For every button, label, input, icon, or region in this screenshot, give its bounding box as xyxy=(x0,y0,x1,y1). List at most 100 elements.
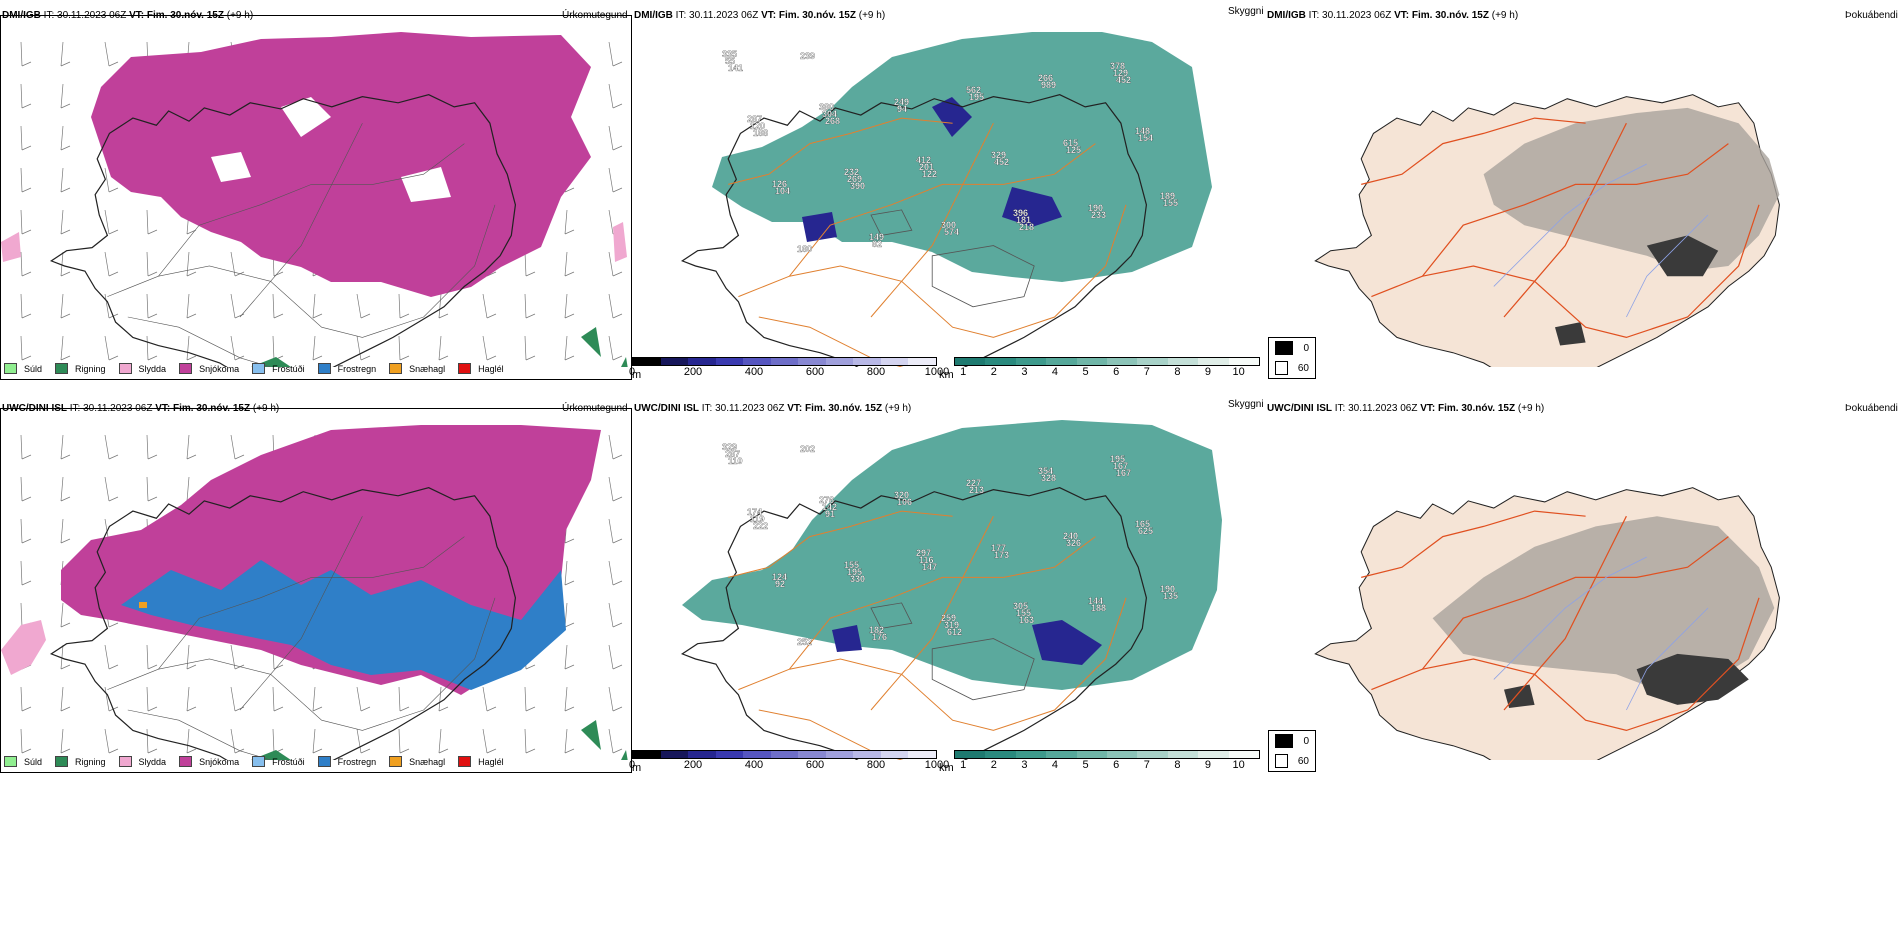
vt-value: Fim. 30.nóv. 15Z xyxy=(173,403,251,414)
ceiling-value-label: 135 xyxy=(1163,591,1178,601)
colorbar-tick-label: 1000 xyxy=(924,759,950,771)
ceiling-value-label: 213 xyxy=(969,485,984,495)
panel-variable-name: Þokuábendi xyxy=(1845,403,1898,414)
low-visibility-area xyxy=(682,420,1222,690)
rain-spots xyxy=(251,327,628,367)
colorbar-step xyxy=(1198,751,1229,758)
ceiling-value-label: 167 xyxy=(1116,468,1131,478)
ceiling-value-label: 110 xyxy=(728,456,743,466)
ceiling-value-label: 180 xyxy=(797,244,812,254)
ceiling-value-label: 452 xyxy=(1116,75,1131,85)
colorbar-step xyxy=(985,751,1016,758)
ceiling-value-label: 218 xyxy=(1019,222,1034,232)
ceiling-value-label: 287 xyxy=(725,449,740,459)
panel-title: UWC/DINI ISL IT: 30.11.2023 06Z VT: Fim.… xyxy=(2,403,279,414)
it-value: 30.11.2023 06Z xyxy=(1348,403,1418,414)
vt-label: VT: xyxy=(1420,403,1436,414)
fog-map xyxy=(1314,487,1780,760)
legend-label: 0 xyxy=(1303,735,1309,747)
panel-title: DMI/IGB IT: 30.11.2023 06Z VT: Fim. 30.n… xyxy=(1267,10,1518,21)
ceiling-value-label: 326 xyxy=(1066,538,1081,548)
glacier-outlines xyxy=(870,602,1035,701)
colorbar-tick-label: 1000 xyxy=(924,366,950,378)
colorbar-step xyxy=(743,358,771,365)
colorbar-tick-label: 7 xyxy=(1143,366,1150,378)
ceiling-value-label: 82 xyxy=(872,239,882,249)
precip-type-panel: DMI/IGB IT: 30.11.2023 06Z VT: Fim. 30.n… xyxy=(0,0,632,380)
river-network xyxy=(1493,556,1709,711)
colorbar-step xyxy=(908,358,937,365)
ceiling-value-label: 378 xyxy=(1110,61,1125,71)
vt-value: Fim. 30.nóv. 15Z xyxy=(1438,403,1516,414)
visibility-colorbar: 1 2 3 4 5 6 7 8 9 10 xyxy=(954,750,1260,772)
ceiling-value-labels: 3292762973051951741552593541651241822272… xyxy=(722,442,1178,647)
it-label: IT: xyxy=(701,403,713,414)
legend-label: Rigning xyxy=(75,363,106,374)
fog-panel: UWC/DINI ISL IT: 30.11.2023 06Z VT: Fim.… xyxy=(1265,393,1900,788)
legend-label: 60 xyxy=(1297,362,1309,374)
fog-dense-area xyxy=(1555,235,1719,346)
ceiling-value-label: 412 xyxy=(916,155,931,165)
legend-swatch xyxy=(317,756,331,767)
ceiling-colorbar-ramp xyxy=(632,750,937,759)
colorbar-step xyxy=(770,751,799,758)
fog-gray-area xyxy=(1483,107,1780,272)
ceiling-value-label: 182 xyxy=(869,625,884,635)
legend-label: Slydda xyxy=(138,756,167,767)
visibility-unit: km xyxy=(939,762,954,774)
legend-label: Súld xyxy=(24,756,43,767)
colorbar-tick-label: 400 xyxy=(744,366,764,378)
legend-label: Frostregn xyxy=(337,363,377,374)
ceiling-value-label: 239 xyxy=(800,51,815,61)
model-name: UWC/DINI ISL xyxy=(1267,403,1332,414)
colorbar-step xyxy=(1228,751,1260,758)
model-name: DMI/IGB xyxy=(2,10,41,21)
ceiling-value-label: 300 xyxy=(941,220,956,230)
visibility-panel: DMI/IGB IT: 30.11.2023 06Z VT: Fim. 30.n… xyxy=(629,0,1272,395)
precip-legend-item: Slydda xyxy=(118,363,166,374)
ceiling-value-label: 269 xyxy=(847,174,862,184)
ceiling-unit: m xyxy=(632,369,642,381)
ceiling-value-label: 615 xyxy=(1063,138,1078,148)
fog-legend-item: 0 xyxy=(1269,731,1315,751)
legend-label: Snjókoma xyxy=(199,363,240,374)
ceiling-value-label: 188 xyxy=(753,128,768,138)
ceiling-colorbar-ticks: 0 200 400 600 800 1000 xyxy=(629,366,949,379)
ceiling-value-label: 612 xyxy=(947,627,962,637)
fog-legend-item: 0 xyxy=(1269,338,1315,358)
lead-time: (+9 h) xyxy=(884,403,912,414)
ceiling-value-label: 297 xyxy=(916,548,931,558)
road-network xyxy=(1361,510,1760,732)
model-name: UWC/DINI ISL xyxy=(2,403,67,414)
colorbar-step xyxy=(688,751,716,758)
ceiling-value-label: 452 xyxy=(994,157,1009,167)
colorbar-step xyxy=(1167,358,1199,365)
legend-swatch xyxy=(389,756,403,767)
legend-swatch xyxy=(1275,361,1288,375)
ceiling-value-label: 177 xyxy=(991,543,1006,553)
ceiling-value-label: 141 xyxy=(728,63,743,73)
precip-legend-item: Súld xyxy=(4,363,42,374)
precip-legend-item: Frostúði xyxy=(252,756,305,767)
legend-label: Snæhagl xyxy=(409,756,446,767)
legend-swatch xyxy=(458,756,472,767)
legend-label: 60 xyxy=(1297,755,1309,767)
panel-variable-name: Úrkomutegund xyxy=(562,403,628,414)
colorbar-step xyxy=(1198,358,1229,365)
ceiling-value-label: 91 xyxy=(825,509,835,519)
it-value: 30.11.2023 06Z xyxy=(715,403,785,414)
model-name: UWC/DINI ISL xyxy=(634,403,699,414)
visibility-colorbar-ticks: 1 2 3 4 5 6 7 8 9 10 xyxy=(954,759,1260,772)
lead-time: (+9 h) xyxy=(1517,403,1545,414)
ceiling-value-label: 188 xyxy=(1091,603,1106,613)
ceiling-value-label: 222 xyxy=(753,521,768,531)
legend-swatch xyxy=(1275,734,1294,748)
ceiling-unit: m xyxy=(632,762,642,774)
colorbar-step xyxy=(715,358,744,365)
rain-spots xyxy=(251,720,628,760)
legend-swatch xyxy=(179,756,193,767)
colorbar-tick-label: 7 xyxy=(1143,759,1150,771)
ceiling-value-label: 122 xyxy=(922,169,937,179)
visibility-map: 3292762973051951741552593541651241822272… xyxy=(680,420,1222,760)
ceiling-value-label: 574 xyxy=(944,227,959,237)
